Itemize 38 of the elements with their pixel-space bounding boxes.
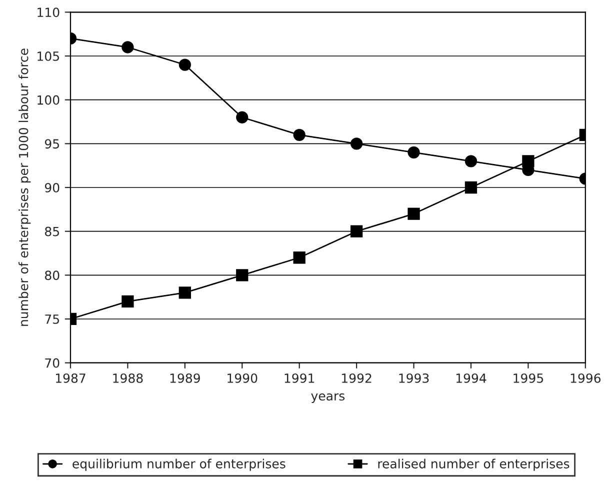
point — [178, 286, 191, 299]
point — [464, 181, 478, 194]
x-tick-label: 1994 — [456, 373, 486, 383]
point — [464, 155, 478, 168]
y-tick-label: 85 — [45, 226, 59, 236]
point — [293, 252, 306, 264]
point — [350, 138, 363, 150]
point — [236, 269, 248, 282]
point — [122, 295, 134, 308]
x-tick-label: 1992 — [342, 373, 372, 383]
x-tick-label: 1993 — [399, 373, 429, 383]
y-tick-label: 100 — [38, 95, 60, 105]
x-tick-label: 1995 — [514, 373, 544, 383]
legend-label: equilibrium number of enterprises — [72, 458, 286, 471]
y-tick-label: 80 — [45, 270, 60, 280]
legend-label: realised number of enterprises — [378, 458, 570, 471]
point — [236, 111, 248, 124]
x-tick-label: 1987 — [56, 373, 86, 383]
y-axis-title: number of enterprises per 1000 labour force — [18, 48, 31, 326]
x-axis-title: years — [311, 393, 345, 403]
point — [293, 128, 306, 141]
point — [350, 225, 363, 238]
y-tick-label: 110 — [38, 8, 60, 18]
y-tick-label: 105 — [38, 51, 59, 61]
x-tick-label: 1991 — [284, 373, 314, 383]
x-tick-label: 1989 — [170, 373, 200, 383]
point — [178, 58, 191, 71]
point — [408, 208, 420, 220]
y-tick-label: 70 — [45, 358, 60, 368]
point — [408, 146, 420, 159]
y-tick-label: 90 — [44, 182, 60, 192]
point — [522, 155, 534, 168]
y-tick-label: 95 — [44, 139, 59, 149]
x-tick-label: 1990 — [228, 373, 258, 383]
y-tick-label: 75 — [45, 314, 59, 324]
x-tick-label: 1988 — [113, 373, 143, 383]
point — [122, 41, 134, 54]
x-tick-label: 1996 — [570, 373, 601, 383]
